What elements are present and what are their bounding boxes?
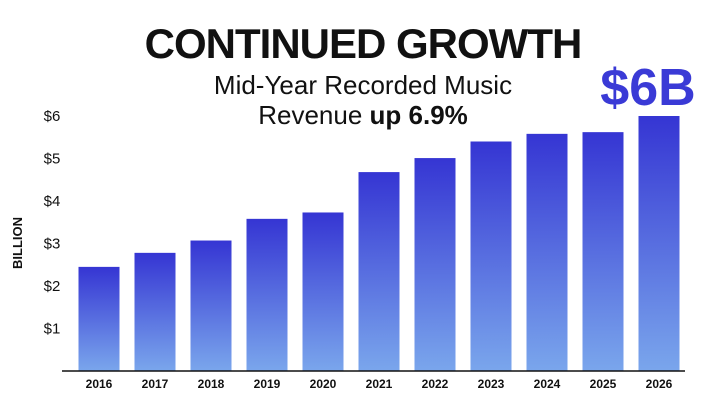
bars	[78, 116, 680, 371]
bar	[358, 172, 400, 371]
bar	[414, 158, 456, 371]
bar	[78, 266, 120, 371]
bar	[470, 141, 512, 371]
x-tick-label: 2023	[478, 377, 505, 391]
x-tick-label: 2024	[534, 377, 561, 391]
bar	[134, 252, 176, 371]
subtitle-prefix: Revenue	[258, 100, 369, 130]
bar	[582, 132, 624, 371]
x-tick-label: 2020	[310, 377, 337, 391]
x-tick-label: 2026	[646, 377, 673, 391]
y-tick-label: $5	[44, 151, 61, 168]
bar	[526, 133, 568, 371]
y-axis-label: BILLION	[10, 217, 25, 269]
x-tick-label: 2022	[422, 377, 449, 391]
y-tick-label: $1	[44, 321, 61, 338]
bar	[190, 240, 232, 371]
y-tick-label: $2	[44, 278, 61, 295]
chart-subtitle-line1: Mid-Year Recorded Music	[214, 70, 512, 100]
bar	[246, 218, 288, 371]
x-tick-label: 2025	[590, 377, 617, 391]
y-tick-label: $6	[44, 108, 61, 125]
callout-label: $6B	[600, 59, 695, 117]
chart-title: CONTINUED GROWTH	[145, 20, 582, 67]
bar	[302, 212, 344, 371]
x-tick-label: 2016	[86, 377, 113, 391]
bar	[638, 116, 680, 371]
chart-subtitle-line2: Revenue up 6.9%	[258, 100, 468, 130]
x-tick-labels: 2016 2017 2018 2019 2020 2021 2022 2023 2024 2025…	[86, 377, 673, 391]
x-tick-label: 2017	[142, 377, 169, 391]
y-tick-label: $3	[44, 236, 61, 253]
subtitle-highlight: up 6.9%	[370, 100, 468, 130]
x-tick-label: 2021	[366, 377, 393, 391]
y-tick-labels: $1 $2 $3 $4 $5 $6	[44, 108, 61, 338]
x-tick-label: 2019	[254, 377, 281, 391]
y-tick-label: $4	[44, 193, 61, 210]
x-tick-label: 2018	[198, 377, 225, 391]
